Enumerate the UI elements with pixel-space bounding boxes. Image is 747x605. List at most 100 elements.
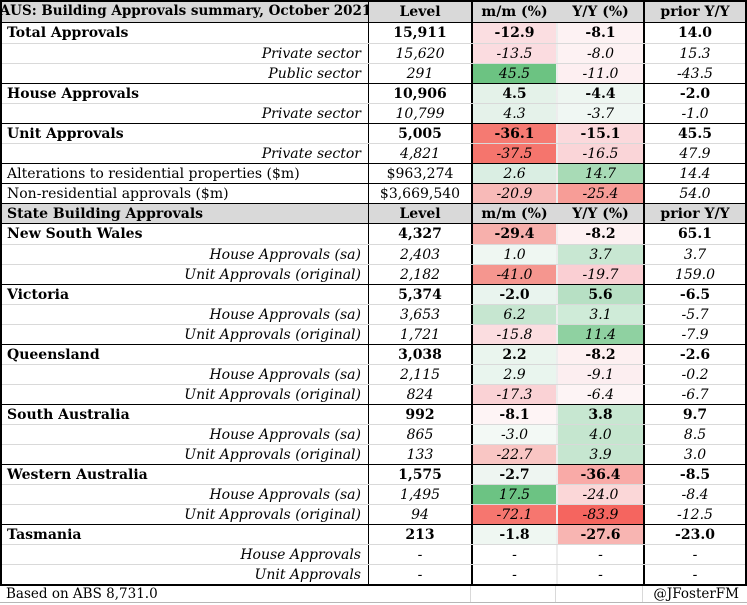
cell-prior: 45.5 xyxy=(677,125,713,142)
cell-yy: 3.8 xyxy=(558,405,645,424)
col-header-prior-y-y: prior Y/Y xyxy=(660,4,730,20)
cell-yy: -19.7 xyxy=(558,265,645,284)
cell-prior: - xyxy=(692,546,698,563)
cell-yy: -27.6 xyxy=(558,525,645,544)
cell-label: House Approvals (sa) xyxy=(2,245,369,264)
cell-prior: - xyxy=(692,566,698,583)
row-new-south-wales: New South Wales 4,327 -29.4 -8.2 65.1 xyxy=(2,224,745,244)
row-south-australia: South Australia 992 -8.1 3.8 9.7 xyxy=(2,404,745,424)
cell-label: Unit Approvals xyxy=(2,124,369,143)
cell-level: 3,038 xyxy=(369,345,473,364)
cell-level: $3,669,540 xyxy=(369,184,473,203)
cell-yy: -8.1 xyxy=(558,23,645,43)
cell-label: New South Wales xyxy=(2,224,369,244)
cell-prior: -6.7 xyxy=(681,386,709,403)
cell-prior: -2.0 xyxy=(679,85,711,102)
cell-level: 824 xyxy=(369,385,473,404)
cell-label: House Approvals (sa) xyxy=(2,485,369,504)
cell-level: 4,821 xyxy=(369,144,473,163)
section-header-row: State Building Approvals Level m/m (%) Y/Y … xyxy=(2,203,745,224)
cell-yy: - xyxy=(558,545,645,564)
cell-level: 291 xyxy=(369,64,473,83)
cell-prior: -0.2 xyxy=(681,366,709,383)
col-header-y-y: Y/Y (%) xyxy=(558,204,645,223)
row-house-approvals: House Approvals - - - - xyxy=(2,544,745,564)
cell-yy: -3.7 xyxy=(558,104,645,123)
cell-label: Unit Approvals xyxy=(2,565,369,584)
row-unit-approvals-original: Unit Approvals (original) 133 -22.7 3.9 3.0 xyxy=(2,444,745,464)
cell-yy: 5.6 xyxy=(558,285,645,304)
col-header-m-m: m/m (%) xyxy=(473,2,558,22)
cell-level: - xyxy=(369,545,473,564)
cell-label: House Approvals (sa) xyxy=(2,365,369,384)
cell-prior: -23.0 xyxy=(675,526,715,543)
cell-label: Private sector xyxy=(2,144,369,163)
cell-yy: -4.4 xyxy=(558,84,645,103)
cell-yy: 3.1 xyxy=(558,305,645,324)
cell-prior: -6.5 xyxy=(679,286,711,303)
row-victoria: Victoria 5,374 -2.0 5.6 -6.5 xyxy=(2,284,745,304)
cell-mm: 4.5 xyxy=(473,84,558,103)
cell-mm: - xyxy=(473,565,558,584)
cell-mm: - xyxy=(473,545,558,564)
cell-yy: -15.1 xyxy=(558,124,645,143)
row-private-sector: Private sector 10,799 4.3 -3.7 -1.0 xyxy=(2,103,745,123)
row-queensland: Queensland 3,038 2.2 -8.2 -2.6 xyxy=(2,344,745,364)
cell-level: 5,005 xyxy=(369,124,473,143)
row-house-approvals-sa: House Approvals (sa) 2,403 1.0 3.7 3.7 xyxy=(2,244,745,264)
page-title: AUS: Building Approvals summary, October… xyxy=(2,2,369,22)
cell-label: Non-residential approvals ($m) xyxy=(2,184,369,203)
cell-prior: -5.7 xyxy=(681,306,709,323)
cell-mm: -2.7 xyxy=(473,465,558,484)
table-frame: AUS: Building Approvals summary, October… xyxy=(0,0,747,586)
cell-label: Alterations to residential properties ($… xyxy=(2,164,369,183)
row-unit-approvals-original: Unit Approvals (original) 2,182 -41.0 -19.7… xyxy=(2,264,745,284)
cell-yy: -11.0 xyxy=(558,64,645,83)
cell-level: - xyxy=(369,565,473,584)
cell-prior: 159.0 xyxy=(674,266,716,283)
cell-level: $963,274 xyxy=(369,164,473,183)
cell-label: House Approvals xyxy=(2,84,369,103)
cell-level: 2,403 xyxy=(369,245,473,264)
cell-yy: -83.9 xyxy=(558,505,645,524)
cell-mm: -37.5 xyxy=(473,144,558,163)
cell-yy: -6.4 xyxy=(558,385,645,404)
cell-level: 2,115 xyxy=(369,365,473,384)
cell-mm: -72.1 xyxy=(473,505,558,524)
cell-label: House Approvals (sa) xyxy=(2,425,369,444)
cell-yy: 14.7 xyxy=(558,164,645,183)
cell-label: South Australia xyxy=(2,405,369,424)
cell-prior: 65.1 xyxy=(677,226,713,242)
cell-level: 15,911 xyxy=(369,23,473,43)
cell-level: 1,721 xyxy=(369,325,473,344)
cell-prior: 14.4 xyxy=(679,165,711,182)
cell-label: Private sector xyxy=(2,104,369,123)
col-header-level: Level xyxy=(369,2,473,22)
cell-mm: -15.8 xyxy=(473,325,558,344)
cell-prior: -2.6 xyxy=(679,346,711,363)
cell-prior: -8.4 xyxy=(681,486,709,503)
cell-mm: -13.5 xyxy=(473,44,558,63)
cell-yy: -8.2 xyxy=(558,224,645,244)
cell-label: Private sector xyxy=(2,44,369,63)
footer-cell-level xyxy=(367,586,471,602)
cell-prior: -43.5 xyxy=(677,65,713,82)
cell-mm: 17.5 xyxy=(473,485,558,504)
cell-label: House Approvals xyxy=(2,545,369,564)
cell-mm: 45.5 xyxy=(473,64,558,83)
row-private-sector: Private sector 15,620 -13.5 -8.0 15.3 xyxy=(2,43,745,63)
author-handle: @JFosterFM xyxy=(653,586,739,602)
cell-mm: 6.2 xyxy=(473,305,558,324)
cell-label: Public sector xyxy=(2,64,369,83)
cell-label: Unit Approvals (original) xyxy=(2,445,369,464)
cell-mm: -8.1 xyxy=(473,405,558,424)
cell-mm: -12.9 xyxy=(473,23,558,43)
row-unit-approvals-original: Unit Approvals (original) 1,721 -15.8 11.4 -… xyxy=(2,324,745,344)
cell-mm: 2.6 xyxy=(473,164,558,183)
cell-yy: 3.7 xyxy=(558,245,645,264)
cell-yy: -8.2 xyxy=(558,345,645,364)
row-house-approvals-sa: House Approvals (sa) 865 -3.0 4.0 8.5 xyxy=(2,424,745,444)
cell-level: 4,327 xyxy=(369,224,473,244)
row-house-approvals-sa: House Approvals (sa) 3,653 6.2 3.1 -5.7 xyxy=(2,304,745,324)
cell-prior: 3.7 xyxy=(683,246,707,263)
